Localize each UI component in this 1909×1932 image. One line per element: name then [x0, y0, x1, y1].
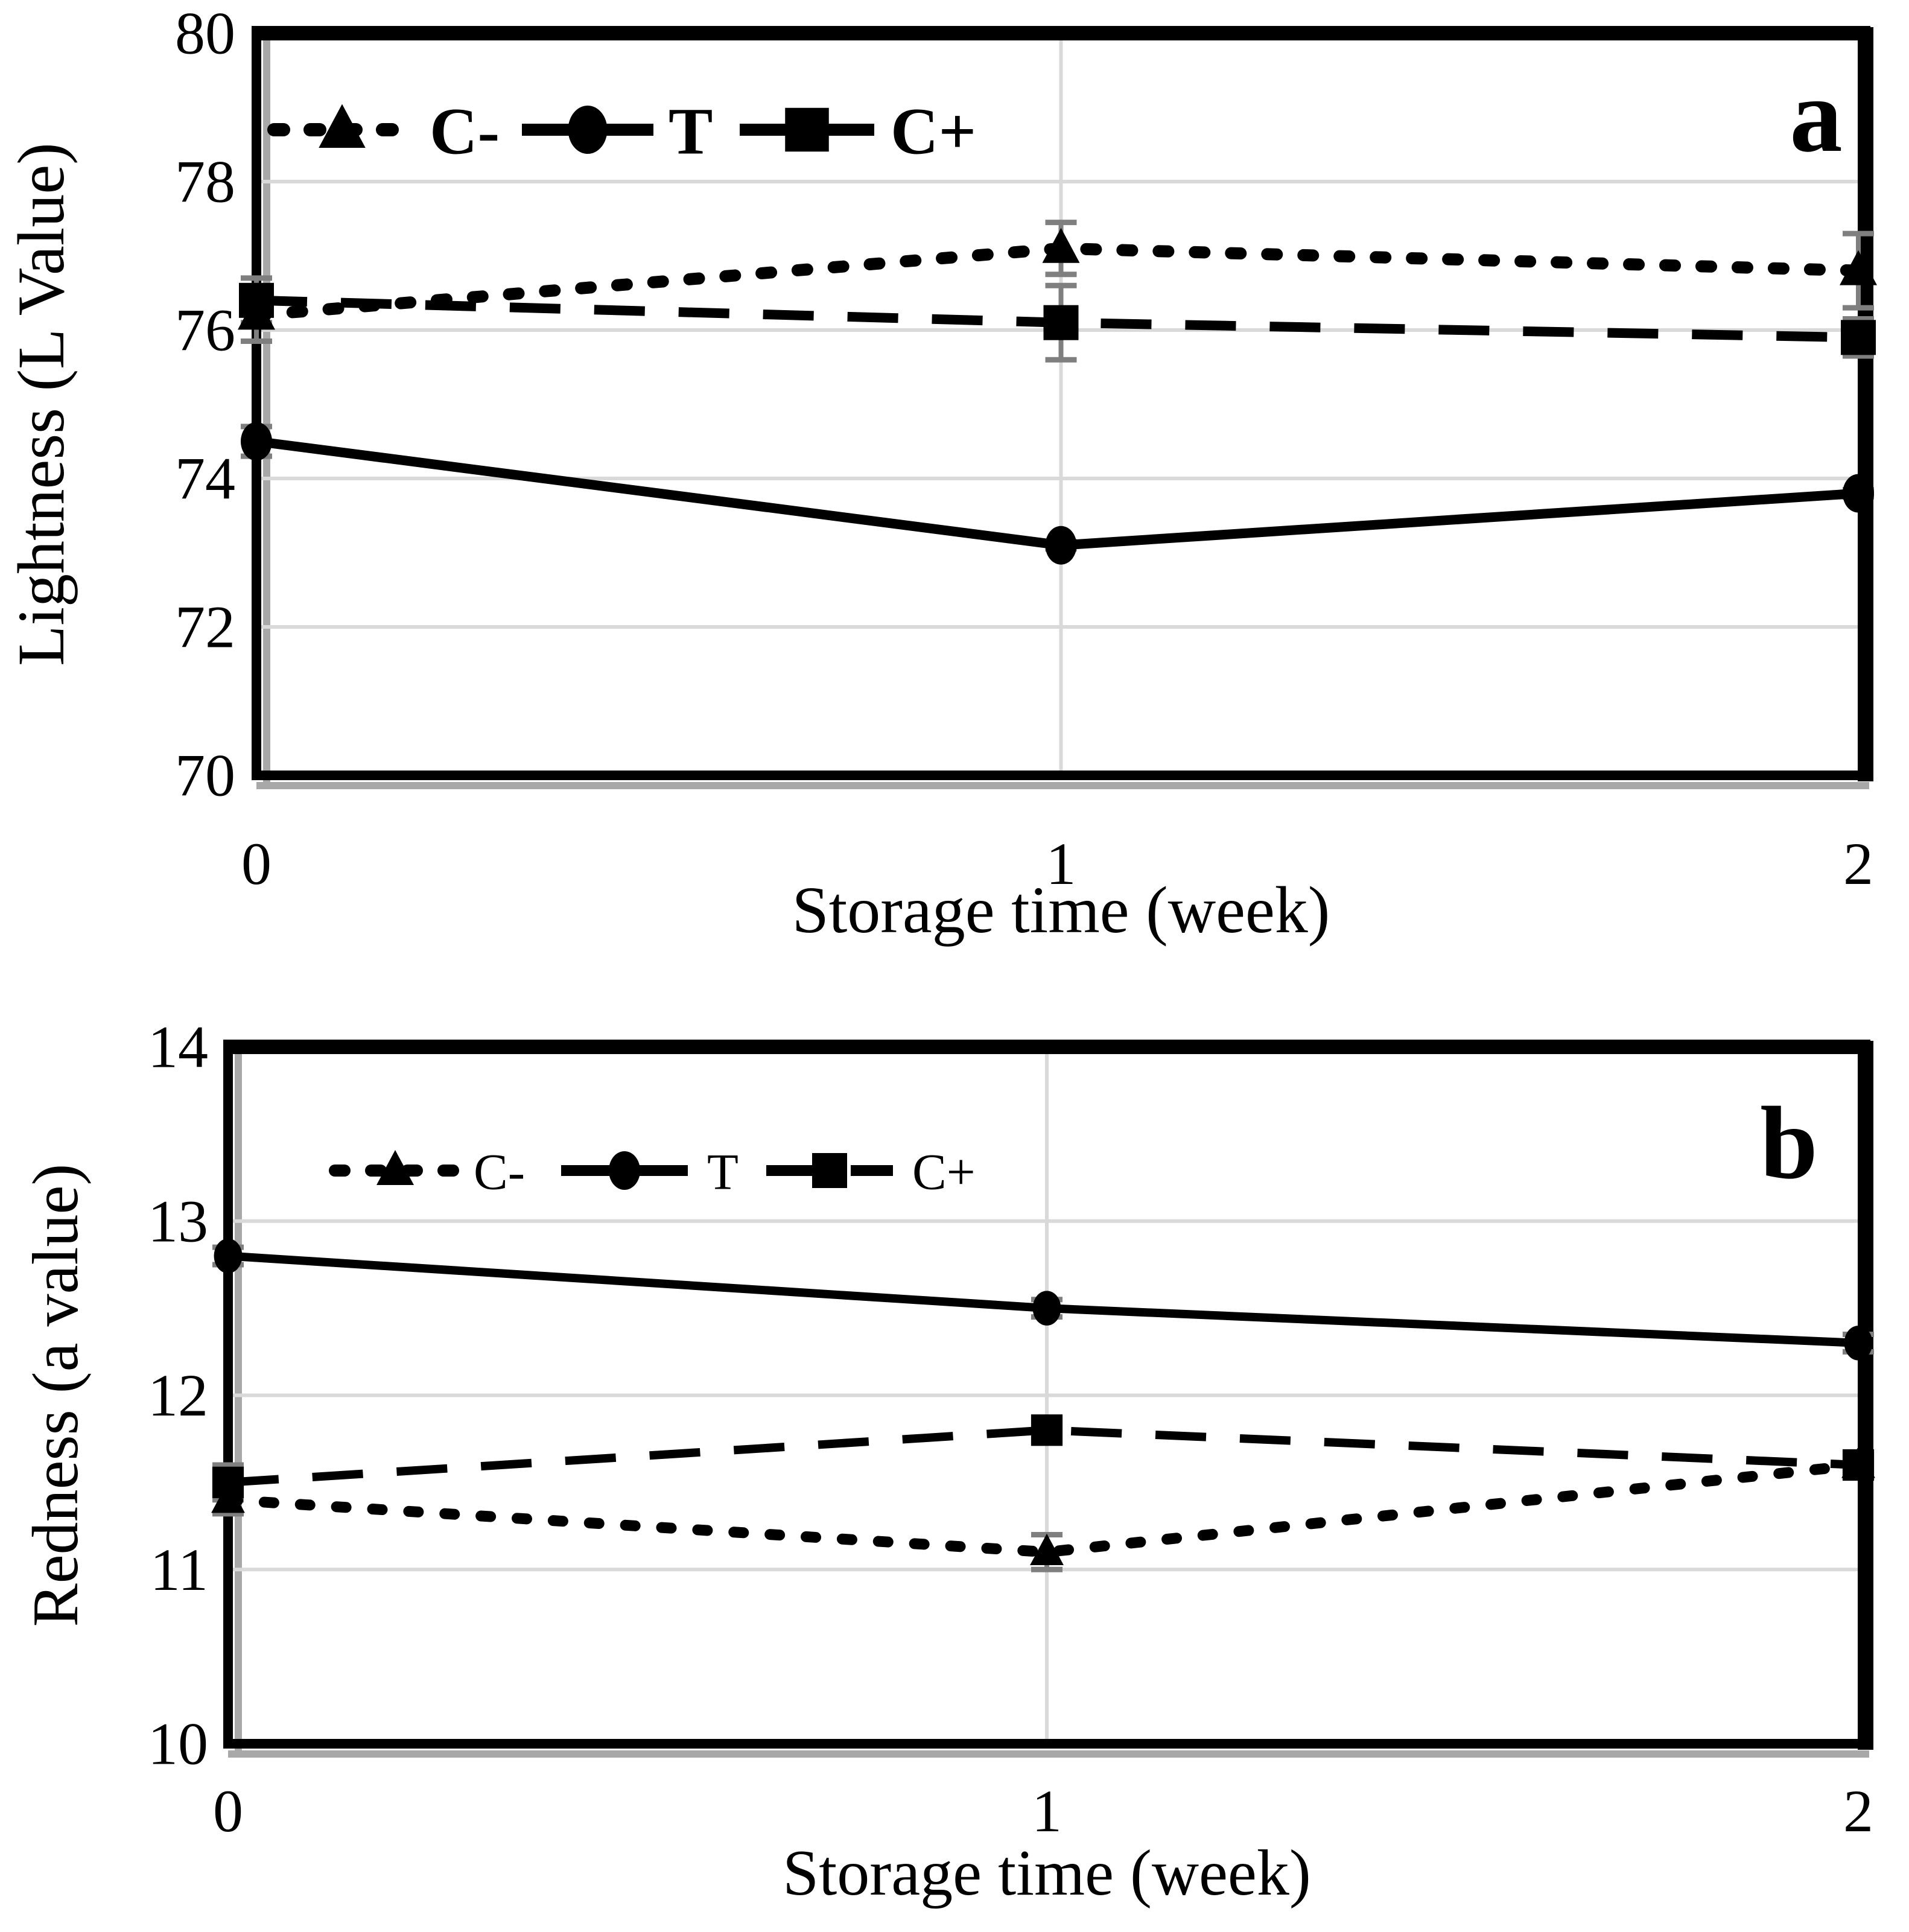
y-tick-label: 74 — [175, 445, 235, 512]
series-C+ — [239, 282, 1876, 355]
circle-marker — [1844, 1326, 1873, 1361]
y-tick-label: 11 — [150, 1536, 208, 1603]
y-tick-label: 72 — [175, 594, 235, 661]
circle-marker — [1045, 526, 1077, 565]
triangle-marker — [1042, 227, 1080, 263]
x-axis-ticks: 0 1 2 — [241, 830, 1873, 897]
triangle-marker — [1030, 1533, 1064, 1565]
square-marker — [212, 1466, 244, 1498]
legend-label-C+: C+ — [891, 95, 976, 168]
legend: C- T C+ — [329, 1144, 976, 1201]
series-C- — [211, 1446, 1875, 1565]
y-axis-ticks: 70 72 74 76 78 80 — [175, 0, 235, 809]
x-axis-title: Storage time (week) — [783, 1837, 1311, 1909]
y-tick-label: 10 — [148, 1711, 208, 1778]
plot-frame — [252, 26, 1873, 781]
y-tick-label: 14 — [148, 1014, 208, 1081]
circle-legend-marker — [609, 1151, 640, 1190]
y-tick-label: 76 — [175, 297, 235, 364]
square-legend-marker — [812, 1153, 847, 1188]
x-axis-ticks: 0 1 2 — [213, 1778, 1873, 1845]
legend-label-T: T — [669, 95, 713, 168]
circle-marker — [1843, 474, 1874, 513]
square-marker — [1043, 305, 1079, 340]
triangle-legend-marker — [376, 1150, 414, 1185]
panel-label-a: a — [1790, 57, 1843, 174]
y-tick-label: 80 — [175, 0, 235, 67]
triangle-legend-marker — [319, 104, 366, 148]
error-bars — [241, 220, 1874, 552]
legend-label-C+: C+ — [912, 1144, 976, 1201]
y-axis-title: Lightness (L Value) — [4, 142, 78, 666]
series-C+ — [212, 1414, 1875, 1498]
legend-label-C-: C- — [430, 95, 500, 168]
x-tick-label: 1 — [1046, 830, 1076, 897]
y-axis-title: Redness (a value) — [20, 1164, 92, 1627]
x-tick-label: 2 — [1843, 830, 1873, 897]
y-tick-label: 78 — [175, 148, 235, 215]
x-tick-label: 1 — [1032, 1778, 1062, 1845]
x-tick-label: 0 — [241, 830, 272, 897]
y-tick-label: 12 — [148, 1362, 208, 1429]
y-axis-ticks: 10 11 12 13 14 — [148, 1014, 208, 1778]
x-axis-title: Storage time (week) — [792, 873, 1330, 947]
circle-legend-marker — [568, 106, 608, 154]
series-T — [241, 422, 1874, 565]
frame-shadow — [228, 1052, 1869, 1758]
circle-marker — [214, 1238, 243, 1274]
chart-a: 70 72 74 76 78 80 0 1 2 Storage time (week) Lightn… — [4, 0, 1877, 947]
square-marker — [1031, 1414, 1063, 1446]
square-marker — [1842, 1449, 1875, 1481]
circle-marker — [1032, 1291, 1061, 1326]
panel-label-b: b — [1760, 1086, 1818, 1201]
circle-marker — [241, 422, 272, 461]
series-T — [214, 1238, 1873, 1361]
legend-label-T: T — [707, 1144, 739, 1201]
square-marker — [239, 282, 274, 318]
square-marker — [1841, 320, 1876, 355]
triangle-marker — [1840, 250, 1877, 285]
frame-shadow — [256, 38, 1869, 789]
plot-frame — [223, 1040, 1873, 1750]
x-tick-label: 2 — [1843, 1778, 1873, 1845]
x-tick-label: 0 — [213, 1778, 243, 1845]
square-legend-marker — [785, 107, 829, 152]
y-tick-label: 13 — [148, 1187, 208, 1254]
y-tick-label: 70 — [175, 742, 235, 809]
legend-label-C-: C- — [474, 1144, 525, 1201]
legend: C- T C+ — [267, 95, 976, 168]
